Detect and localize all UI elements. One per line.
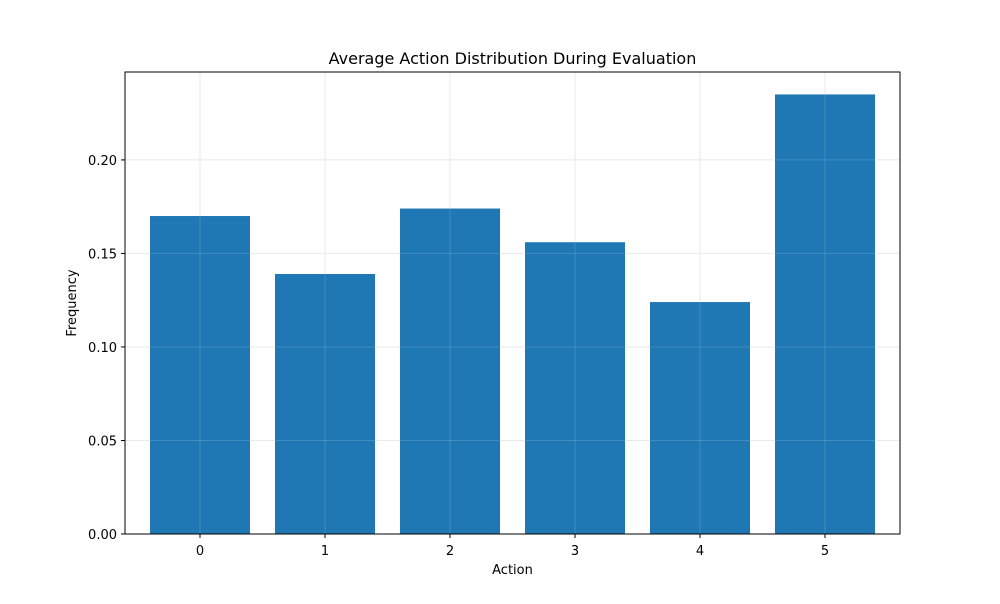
bar-action-5 (775, 94, 875, 534)
y-tick-label: 0.20 (88, 154, 117, 169)
x-tick-label: 3 (571, 544, 579, 559)
bar-action-0 (150, 216, 250, 534)
y-tick-label: 0.05 (88, 434, 117, 449)
bar-action-3 (525, 242, 625, 535)
bar-action-2 (400, 208, 500, 534)
x-tick-label: 0 (196, 544, 204, 559)
x-tick-label: 4 (696, 544, 704, 559)
plot-frame (124, 71, 901, 535)
chart-title: Average Action Distribution During Evalu… (329, 49, 697, 68)
y-axis-ticks: 0.00 0.05 0.10 0.15 0.20 (88, 154, 125, 543)
x-tick-label: 1 (321, 544, 329, 559)
x-axis-ticks: 0 1 2 3 4 5 (196, 534, 829, 559)
x-axis-label: Action (492, 563, 533, 578)
x-tick-label: 2 (446, 544, 454, 559)
bar-action-4 (650, 302, 750, 534)
bars (125, 72, 900, 535)
y-tick-label: 0.15 (88, 247, 117, 262)
y-tick-label: 0.00 (88, 528, 117, 543)
y-tick-label: 0.10 (88, 341, 117, 356)
y-axis-label: Frequency (65, 269, 80, 336)
bar-action-1 (275, 274, 375, 534)
x-tick-label: 5 (821, 544, 829, 559)
